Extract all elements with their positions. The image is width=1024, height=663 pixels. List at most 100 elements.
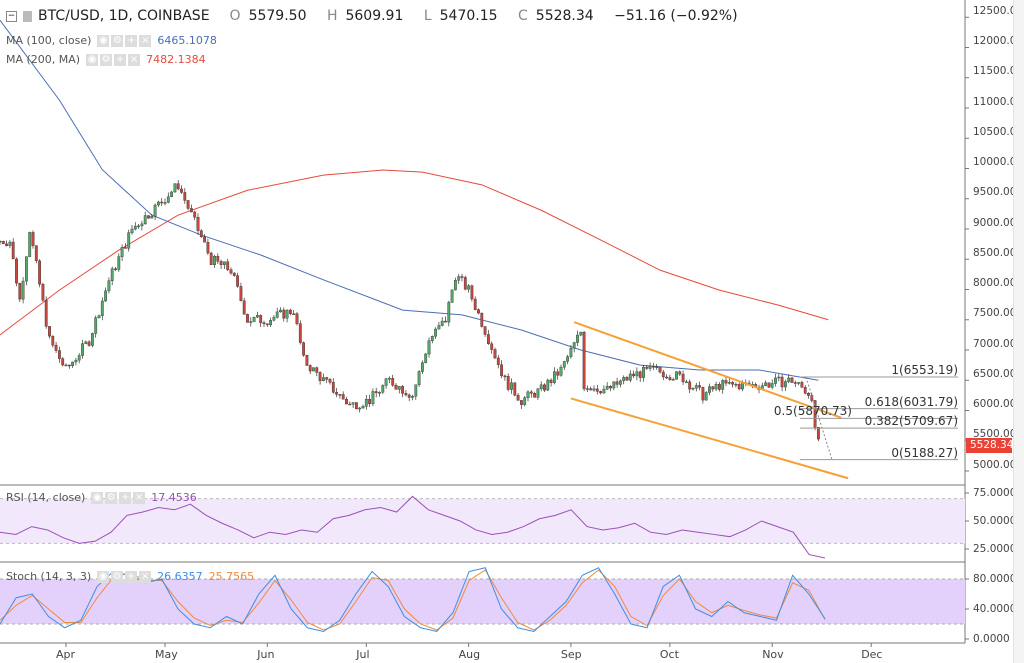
add-icon[interactable]: + [119, 491, 132, 504]
rsi-axis-label: 50.0000 [973, 515, 1017, 527]
candle-body [265, 323, 269, 326]
candle-body [90, 333, 94, 346]
ma200-legend[interactable]: MA (200, MA) ◉ ⚙ + × 7482.1384 [6, 53, 206, 66]
visibility-icon[interactable]: ◉ [97, 34, 110, 47]
candle-body [61, 358, 65, 366]
candle-body [114, 268, 117, 270]
candle-body [404, 393, 408, 396]
candle-body [523, 397, 527, 405]
candle-body [787, 377, 791, 382]
settings-icon[interactable]: ⚙ [111, 34, 124, 47]
price-axis-label: 7500.00 [973, 307, 1017, 320]
candle-body [38, 260, 42, 285]
ma200-label[interactable]: MA (200, MA) [6, 53, 81, 66]
candle-body [345, 399, 348, 405]
candle-body [298, 323, 302, 343]
candle-body [384, 378, 388, 386]
collapse-icon[interactable]: − [6, 10, 17, 22]
time-axis-label: Sep [560, 648, 582, 661]
rsi-legend[interactable]: RSI (14, close) ◉ ⚙ + × 17.4536 [6, 491, 197, 504]
visibility-icon[interactable]: ◉ [86, 53, 99, 66]
candle-body [358, 407, 362, 410]
candle-body [701, 387, 705, 401]
candle-body [727, 382, 731, 384]
ma100-line [0, 19, 819, 381]
candle-body [143, 215, 147, 225]
candle-body [394, 384, 398, 390]
settings-icon[interactable]: ⚙ [105, 491, 118, 504]
visibility-icon[interactable]: ◉ [91, 491, 104, 504]
high-value: 5609.91 [345, 8, 404, 24]
candle-body [189, 208, 193, 213]
candle-body [160, 201, 164, 204]
candle-body [592, 388, 596, 391]
candle-body [368, 398, 371, 405]
stoch-label[interactable]: Stoch (14, 3, 3) [6, 570, 92, 583]
add-icon[interactable]: + [114, 53, 127, 66]
candle-body [615, 381, 619, 385]
close-icon[interactable]: × [128, 53, 141, 66]
channel-upper-line [573, 321, 842, 419]
add-icon[interactable]: + [125, 34, 138, 47]
candle-body [44, 300, 48, 327]
settings-icon[interactable]: ⚙ [100, 53, 113, 66]
candle-body [576, 334, 579, 343]
visibility-icon[interactable]: ◉ [97, 570, 110, 583]
ma100-label[interactable]: MA (100, close) [6, 34, 92, 47]
ma100-value: 6465.1078 [157, 34, 217, 47]
stoch-axis-label: 80.0000 [973, 573, 1017, 585]
candle-body [708, 386, 711, 393]
ohlc-values: O 5579.50 H 5609.91 L 5470.15 C 5528.34 −51.… [229, 8, 738, 24]
price-axis-label: 11000.00 [973, 95, 1024, 108]
candle-body [331, 382, 335, 393]
candle-body [556, 371, 560, 376]
candle-body [625, 377, 629, 381]
flag-icon[interactable] [23, 10, 32, 22]
candle-body [374, 391, 378, 393]
add-icon[interactable]: + [125, 570, 138, 583]
candle-body [127, 232, 131, 249]
candle-body [150, 216, 154, 219]
close-icon[interactable]: × [139, 570, 152, 583]
rsi-label[interactable]: RSI (14, close) [6, 491, 86, 504]
ma100-legend[interactable]: MA (100, close) ◉ ⚙ + × 6465.1078 [6, 34, 217, 47]
candle-body [417, 371, 421, 385]
price-axis-label: 9500.00 [973, 186, 1017, 199]
ma200-value: 7482.1384 [146, 53, 206, 66]
candle-body [698, 385, 702, 388]
close-icon[interactable]: × [139, 34, 152, 47]
candle-body [589, 388, 593, 391]
candle-body [74, 359, 78, 363]
price-axis-label: 12500.00 [973, 4, 1024, 17]
candle-body [675, 371, 678, 380]
candle-body [784, 381, 787, 388]
candle-body [681, 373, 685, 383]
stoch-legend[interactable]: Stoch (14, 3, 3) ◉ ⚙ + × 26.6357 25.7565 [6, 570, 254, 583]
candle-body [206, 242, 210, 254]
ma200-controls: ◉ ⚙ + × [86, 53, 141, 66]
candle-body [411, 396, 414, 398]
price-axis-label: 7000.00 [973, 337, 1017, 350]
candle-body [156, 201, 160, 206]
close-icon[interactable]: × [133, 491, 146, 504]
candle-body [259, 315, 263, 323]
price-axis-label: 12000.00 [973, 35, 1024, 47]
stoch-axis-label: 40.0000 [973, 603, 1017, 615]
right-scrollbar[interactable] [1013, 0, 1024, 663]
symbol-title[interactable]: BTC/USD, 1D, COINBASE [38, 8, 210, 24]
candle-body [397, 386, 401, 390]
candle-body [665, 376, 669, 379]
candle-body [483, 326, 487, 335]
candle-body [694, 385, 698, 389]
rsi-axis-label: 75.0000 [973, 487, 1017, 499]
candle-body [272, 317, 276, 321]
candle-body [110, 268, 114, 281]
candle-body [378, 392, 381, 394]
candle-body [166, 196, 170, 203]
candle-body [797, 382, 801, 384]
settings-icon[interactable]: ⚙ [111, 570, 124, 583]
candle-body [638, 371, 642, 378]
candle-body [559, 366, 563, 376]
candle-body [391, 378, 395, 386]
